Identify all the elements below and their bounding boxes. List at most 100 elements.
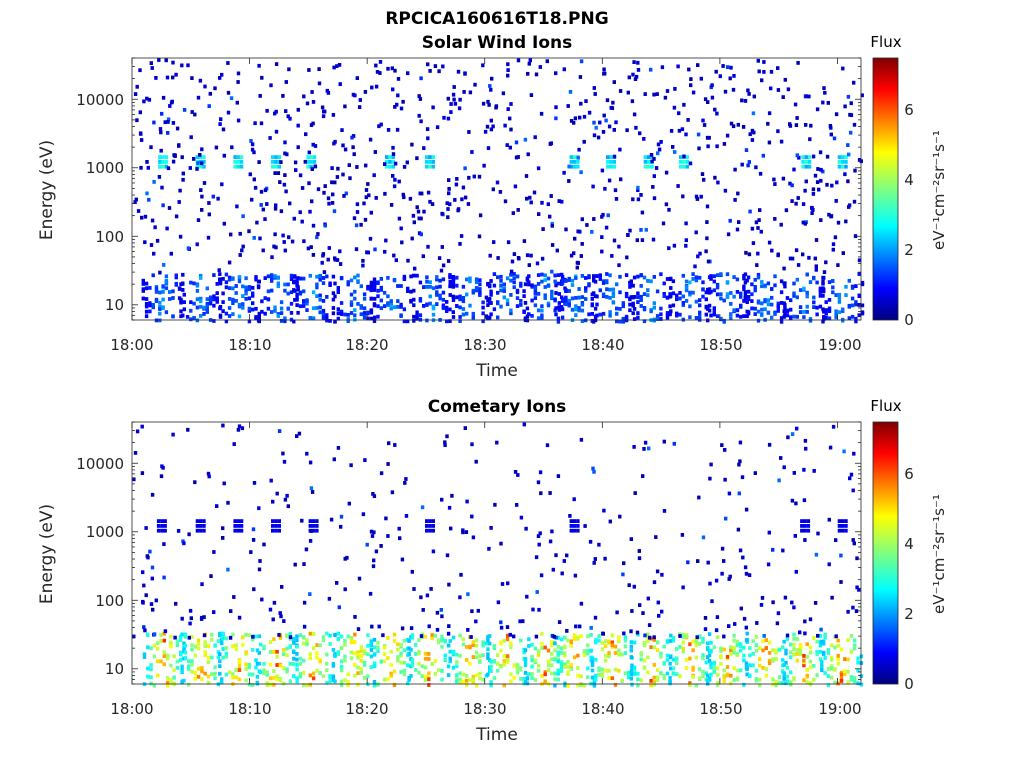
heatmap-cell	[251, 672, 255, 677]
heatmap-cell	[471, 535, 476, 540]
heatmap-cell	[586, 666, 590, 671]
heatmap-cell	[519, 667, 523, 672]
heatmap-cell	[286, 291, 290, 296]
heatmap-cell	[291, 674, 296, 679]
heatmap-cell	[601, 281, 606, 285]
heatmap-cell	[394, 258, 398, 263]
heatmap-cell	[151, 607, 155, 612]
colorbar-tick-label: 6	[904, 101, 914, 119]
heatmap-cell	[732, 650, 736, 655]
heatmap-cell	[335, 581, 339, 585]
heatmap-cell	[744, 661, 749, 666]
heatmap-cell	[502, 282, 506, 287]
heatmap-cell	[372, 637, 377, 642]
heatmap-cell	[502, 295, 506, 300]
heatmap-cell	[356, 682, 360, 687]
heatmap-cell	[353, 93, 357, 98]
heatmap-cell	[630, 99, 635, 104]
heatmap-cell	[762, 634, 766, 638]
heatmap-cell	[315, 306, 319, 310]
heatmap-cell	[179, 314, 183, 319]
heatmap-cell	[773, 274, 777, 279]
heatmap-cell	[257, 634, 261, 639]
heatmap-cell	[356, 652, 360, 657]
heatmap-cell	[659, 312, 663, 317]
heatmap-cell	[604, 658, 608, 663]
heatmap-cell	[247, 633, 252, 637]
heatmap-cell	[396, 299, 400, 303]
heatmap-cell	[273, 206, 278, 211]
heatmap-cell	[694, 683, 699, 688]
heatmap-cell	[145, 160, 149, 164]
heatmap-cell	[523, 282, 528, 287]
heatmap-cell	[141, 282, 145, 286]
heatmap-cell	[395, 127, 400, 132]
heatmap-cell	[604, 118, 608, 123]
heatmap-cell	[182, 641, 186, 646]
panel-title: Cometary Ions	[428, 397, 567, 417]
heatmap-cell	[540, 315, 544, 320]
heatmap-cell	[440, 245, 444, 249]
heatmap-cell	[800, 524, 804, 528]
heatmap-cell	[604, 639, 608, 643]
heatmap-cell	[782, 281, 786, 286]
heatmap-cell	[538, 470, 543, 475]
heatmap-cell	[447, 624, 451, 628]
heatmap-cell	[307, 68, 311, 72]
heatmap-cell	[837, 164, 842, 169]
heatmap-cell	[694, 639, 699, 644]
heatmap-cell	[767, 640, 772, 645]
heatmap-cell	[244, 276, 248, 281]
heatmap-cell	[632, 295, 637, 299]
heatmap-cell	[179, 652, 183, 657]
heatmap-cell	[742, 658, 746, 663]
heatmap-cell	[158, 300, 162, 305]
heatmap-cell	[467, 130, 471, 134]
heatmap-cell	[200, 147, 204, 152]
heatmap-cell	[359, 670, 363, 675]
heatmap-cell	[200, 161, 204, 166]
heatmap-cell	[218, 306, 222, 311]
heatmap-cell	[763, 299, 767, 304]
heatmap-cell	[389, 299, 393, 303]
heatmap-cell	[486, 672, 490, 677]
heatmap-cell	[812, 300, 816, 305]
heatmap-cell	[755, 621, 759, 625]
heatmap-cell	[332, 457, 336, 462]
heatmap-cell	[159, 659, 163, 664]
heatmap-cell	[205, 301, 209, 306]
heatmap-cell	[306, 155, 310, 159]
heatmap-cell	[283, 173, 287, 177]
heatmap-cell	[509, 672, 513, 677]
heatmap-cell	[560, 278, 565, 283]
heatmap-cell	[822, 270, 827, 274]
heatmap-cell	[742, 645, 746, 650]
heatmap-cell	[729, 65, 733, 70]
heatmap-cell	[636, 295, 640, 300]
colorbar-tick-label: 4	[904, 535, 914, 553]
heatmap-cell	[605, 98, 610, 103]
x-axis-label: Time	[475, 361, 518, 381]
heatmap-cell	[315, 282, 319, 287]
heatmap-cell	[860, 310, 865, 315]
heatmap-cell	[233, 155, 237, 159]
heatmap-cell	[496, 668, 500, 673]
heatmap-cell	[307, 181, 311, 186]
heatmap-cell	[646, 639, 650, 644]
heatmap-cell	[733, 622, 737, 626]
heatmap-cell	[576, 666, 580, 670]
heatmap-cell	[164, 164, 169, 169]
heatmap-cell	[459, 234, 464, 238]
heatmap-cell	[156, 524, 161, 528]
heatmap-cell	[195, 528, 200, 533]
heatmap-cell	[725, 133, 730, 138]
heatmap-cell	[515, 274, 520, 279]
heatmap-cell	[652, 174, 656, 178]
heatmap-cell	[409, 674, 413, 678]
heatmap-cell	[516, 58, 521, 63]
heatmap-cell	[776, 252, 780, 257]
heatmap-cell	[798, 630, 802, 635]
heatmap-cell	[423, 656, 428, 661]
heatmap-cell	[199, 304, 203, 309]
heatmap-cell	[805, 290, 809, 295]
